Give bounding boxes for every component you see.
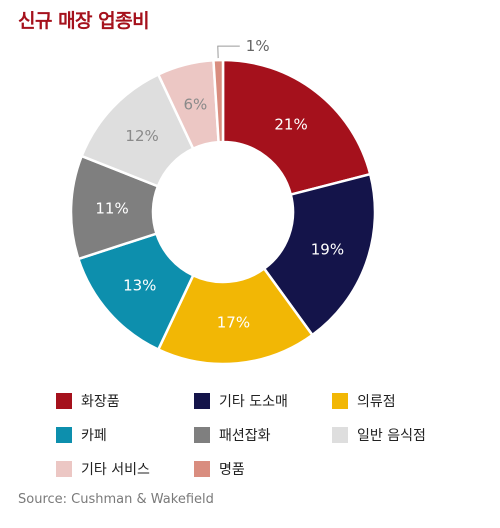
slice-label-4: 13%: [123, 276, 156, 294]
legend-label: 기타 서비스: [81, 462, 150, 478]
legend-item: 의류점: [332, 390, 470, 412]
slices-group: [69, 58, 377, 366]
slice-8: [212, 58, 225, 144]
legend-item: 카페: [56, 424, 194, 446]
labels-group: 21% 19% 17% 13% 11% 12% 6% 1%: [95, 37, 344, 331]
legend-swatch: [332, 427, 348, 443]
legend-label: 일반 음식점: [357, 428, 426, 444]
slice-label-1: 21%: [274, 115, 307, 133]
legend-item: 패션잡화: [194, 424, 332, 446]
legend-item: 일반 음식점: [332, 424, 470, 446]
slice-1: [221, 58, 372, 197]
chart-title: 신규 매장 업종비: [18, 10, 150, 32]
legend-item: 화장품: [56, 390, 194, 412]
leader-line-8: [217, 45, 240, 59]
legend-swatch: [56, 393, 72, 409]
slice-label-3: 17%: [217, 314, 250, 332]
legend-label: 의류점: [357, 394, 396, 410]
slice-label-5: 11%: [95, 200, 128, 218]
legend-label: 명품: [219, 462, 245, 478]
legend-swatch: [194, 461, 210, 477]
legend-label: 화장품: [81, 394, 120, 410]
slice-label-2: 19%: [311, 241, 344, 259]
legend-swatch: [194, 427, 210, 443]
legend-swatch: [194, 393, 210, 409]
legend-swatch: [332, 393, 348, 409]
slice-label-7: 6%: [183, 95, 207, 113]
legend-item: 기타 도소매: [194, 390, 332, 412]
legend-item: 기타 서비스: [56, 458, 194, 480]
slice-label-8: 1%: [246, 37, 270, 55]
source-note: Source: Cushman & Wakefield: [18, 492, 214, 507]
legend-swatch: [56, 427, 72, 443]
legend-label: 기타 도소매: [219, 394, 288, 410]
legend-label: 카페: [81, 428, 107, 444]
legend-swatch: [56, 461, 72, 477]
donut-chart: 21% 19% 17% 13% 11% 12% 6% 1%: [69, 37, 377, 366]
slice-label-6: 12%: [125, 127, 158, 145]
legend-label: 패션잡화: [219, 428, 271, 444]
legend-item: 명품: [194, 458, 332, 480]
slice-3: [156, 266, 315, 366]
slice-2: [262, 172, 377, 337]
